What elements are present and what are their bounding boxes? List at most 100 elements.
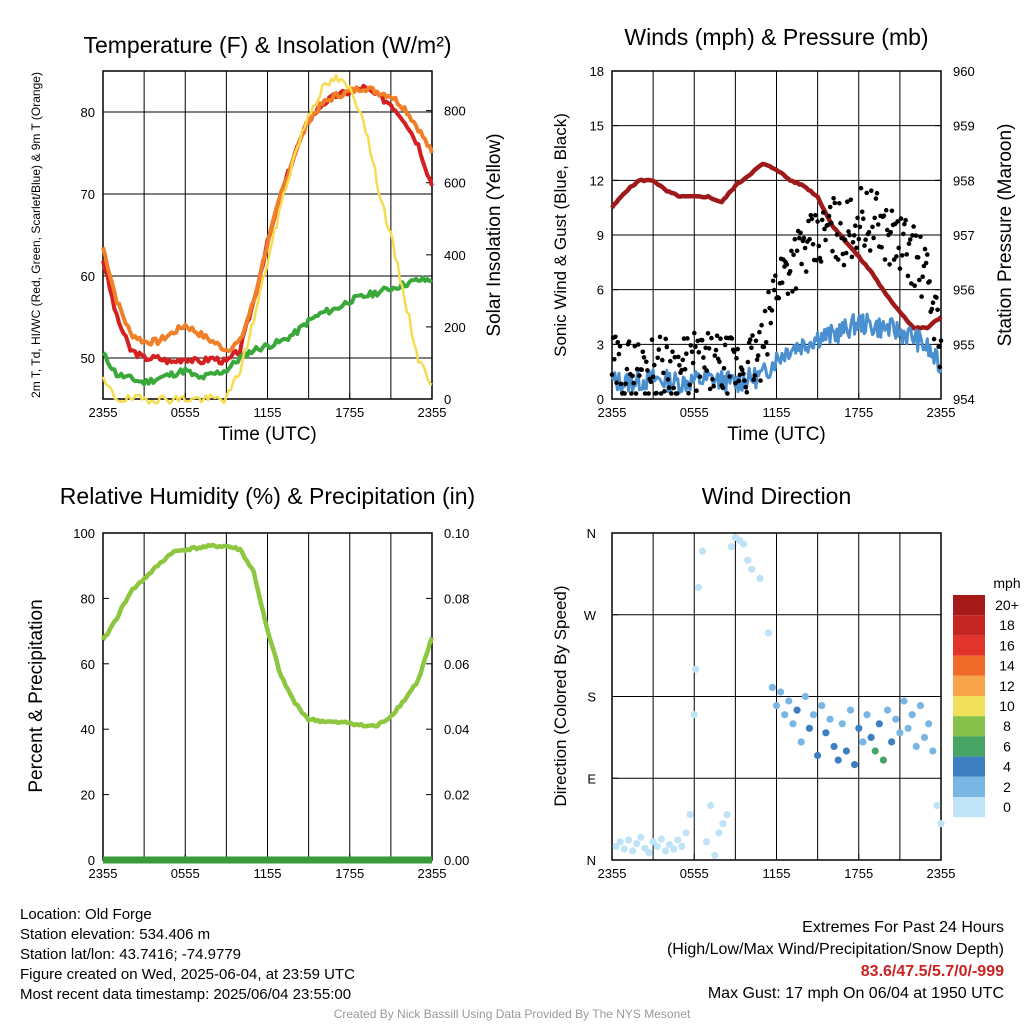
gust-point — [733, 381, 738, 386]
gust-point — [766, 289, 771, 295]
gust-point — [770, 278, 776, 284]
gust-point — [906, 241, 912, 246]
legend-label: 6 — [1003, 738, 1011, 754]
humidity-panel: 2355 0555 1155 1755 2355 Relative Humidity (%… — [26, 483, 475, 881]
gust-point — [846, 229, 851, 234]
temperature-panel: 2355 0555 1155 1755 2355 Temperature (F) & In… — [29, 32, 505, 445]
gust-point — [829, 220, 834, 226]
gust-point — [839, 235, 844, 241]
gust-point — [768, 320, 774, 326]
gust-point — [677, 363, 682, 368]
direction-point — [686, 811, 694, 819]
gust-point — [920, 274, 925, 280]
gust-point — [701, 355, 706, 360]
gust-point — [725, 391, 730, 396]
x-axis-label: Time (UTC) — [218, 424, 317, 445]
gust-point — [785, 291, 791, 297]
gust-point — [664, 344, 670, 350]
gust-point — [799, 261, 804, 267]
gust-point — [622, 391, 627, 396]
gust-point — [861, 216, 866, 221]
gust-point — [652, 362, 657, 368]
y-tick-label: S — [587, 690, 596, 705]
gust-point — [927, 279, 932, 284]
direction-point — [670, 845, 678, 853]
y-tick-label: N — [587, 526, 596, 541]
gust-point — [787, 269, 793, 274]
legend-swatch — [953, 635, 985, 656]
gust-point — [720, 385, 726, 391]
x-tick-label: 1155 — [763, 866, 791, 881]
y-tick-label-right: 957 — [953, 228, 975, 243]
y-tick-label: N — [587, 853, 596, 868]
direction-point — [809, 711, 818, 719]
gust-point — [821, 210, 826, 215]
gust-point — [706, 346, 712, 351]
gust-point — [898, 216, 904, 221]
gust-point — [629, 391, 634, 396]
gust-point — [722, 342, 728, 348]
legend-swatch — [953, 736, 985, 757]
gust-point — [696, 350, 702, 355]
credit-text: Created By Nick Bassill Using Data Provi… — [333, 1007, 691, 1021]
gust-point — [866, 230, 872, 235]
gust-point — [660, 357, 665, 363]
gust-point — [670, 349, 675, 355]
direction-point — [789, 720, 797, 728]
legend-swatch — [953, 696, 985, 717]
gust-point — [855, 215, 860, 221]
direction-point — [814, 751, 822, 760]
gust-point — [801, 235, 807, 241]
gust-point — [891, 257, 897, 262]
gust-point — [895, 219, 900, 224]
y-tick-label-right: 0.04 — [444, 722, 469, 737]
x-tick-label: 2355 — [598, 866, 627, 881]
gust-point — [897, 266, 903, 271]
gust-point — [832, 200, 838, 206]
y-tick-label-right: 960 — [953, 64, 975, 79]
y-tick-label: 60 — [81, 657, 95, 672]
gust-point — [765, 352, 770, 357]
direction-point — [657, 835, 666, 843]
gust-point — [755, 353, 761, 358]
direction-point — [629, 847, 637, 855]
gust-point — [752, 373, 758, 378]
direction-point — [879, 756, 888, 764]
gust-point — [790, 289, 795, 294]
y-tick-label: 6 — [597, 283, 604, 298]
gust-point — [759, 322, 764, 328]
x-tick-label: 2355 — [927, 405, 956, 420]
direction-point — [703, 838, 711, 846]
gust-point — [911, 224, 916, 229]
humidity-line — [101, 542, 435, 729]
series-line — [101, 85, 434, 354]
gust-point — [853, 223, 858, 228]
gust-point — [894, 254, 899, 259]
direction-point — [929, 747, 937, 755]
y-axis-label-left: 2m T, Td, HI/WC (Red, Green, Scarlet/Blu… — [29, 72, 43, 398]
gust-point — [771, 287, 777, 293]
legend-label: 4 — [1003, 759, 1011, 775]
gust-point — [753, 338, 759, 344]
gust-point — [856, 236, 862, 242]
direction-point — [925, 720, 933, 728]
gust-point — [818, 259, 824, 264]
gust-point — [872, 215, 877, 221]
gust-point — [784, 262, 790, 267]
gust-point — [896, 245, 901, 251]
gust-point — [905, 273, 911, 279]
gust-point — [727, 374, 732, 379]
gust-point — [803, 269, 809, 274]
y-tick-label-right: 600 — [444, 176, 466, 191]
gust-point — [623, 381, 628, 387]
gust-point — [640, 349, 646, 355]
legend-swatch — [953, 655, 985, 676]
legend-label: 14 — [999, 658, 1015, 674]
gust-point — [680, 357, 686, 363]
gust-point — [650, 374, 656, 380]
gust-point — [888, 230, 893, 235]
x-tick-label: 2355 — [89, 866, 118, 881]
gust-point — [873, 196, 879, 201]
direction-point — [801, 692, 809, 701]
gust-point — [665, 377, 671, 382]
